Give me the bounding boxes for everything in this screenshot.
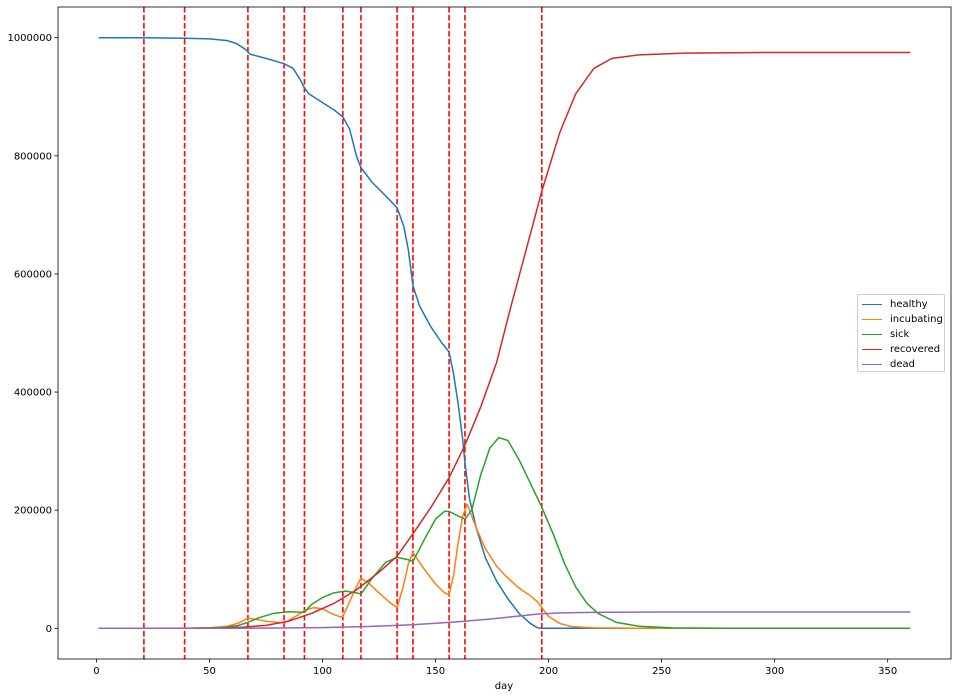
series-line-recovered [98,51,911,630]
y-tick-label: 1000000 [7,33,52,44]
legend-item-sick: sick [862,327,944,342]
y-axis-ticks: 0 200000 400000 600000 800000 1000000 [7,33,58,635]
legend-item-healthy: healthy [862,297,944,312]
series-line-sick [98,436,911,630]
plot-area [57,6,952,660]
x-tick-label: 300 [765,666,784,677]
series-line-dead [98,611,911,630]
legend-label: incubating [890,314,943,325]
legend-item-recovered: recovered [862,342,944,357]
legend-item-incubating: incubating [862,312,944,327]
x-tick-label: 250 [652,666,671,677]
series-group [98,36,911,630]
legend-label: dead [890,359,915,370]
legend-swatch [862,304,882,305]
x-tick-label: 0 [93,666,99,677]
legend-label: recovered [890,344,941,355]
x-tick-label: 100 [313,666,332,677]
x-tick-label: 150 [426,666,445,677]
legend-swatch [862,334,882,335]
legend-label: healthy [890,299,928,310]
legend: healthy incubating sick recovered dead [857,294,945,372]
legend-label: sick [890,329,910,340]
x-tick-label: 50 [203,666,216,677]
legend-swatch [862,364,882,365]
x-axis-ticks: 0 50 100 150 200 250 300 350 [93,659,897,677]
x-tick-label: 200 [539,666,558,677]
y-tick-label: 800000 [14,151,52,162]
series-line-incubating [98,503,911,630]
x-axis-label: day [495,681,513,692]
vlines [143,7,543,659]
legend-swatch [862,319,882,320]
legend-item-dead: dead [862,357,944,372]
series-line-healthy [98,36,911,630]
y-tick-label: 200000 [14,506,52,517]
x-tick-label: 350 [878,666,897,677]
y-tick-label: 400000 [14,388,52,399]
legend-swatch [862,349,882,350]
y-tick-label: 600000 [14,269,52,280]
y-tick-label: 0 [46,624,52,635]
